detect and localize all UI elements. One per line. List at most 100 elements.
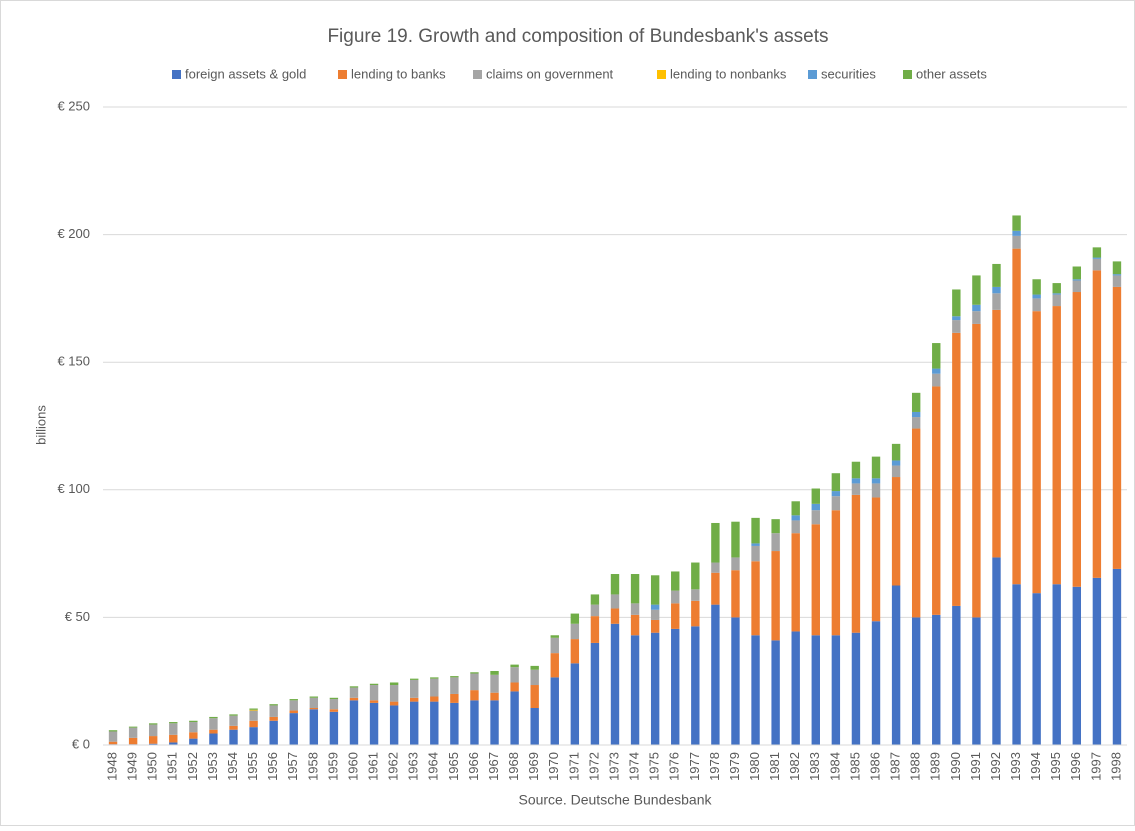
bar-segment: [189, 732, 198, 739]
bar-segment: [209, 733, 218, 745]
bar-segment: [490, 692, 499, 701]
x-tick-label: 1968: [506, 752, 521, 781]
bar-segment: [831, 635, 841, 745]
bar-segment: [831, 496, 841, 511]
bar-segment: [410, 697, 419, 702]
x-tick-label: 1971: [566, 752, 581, 781]
bar-segment: [450, 677, 459, 694]
bar-segment: [590, 604, 600, 617]
bar-segment: [650, 575, 660, 605]
bar-segment: [530, 707, 539, 745]
bar-segment: [671, 590, 680, 604]
bar-segment: [871, 478, 881, 484]
bar-segment: [851, 632, 861, 745]
bar-segment: [711, 522, 720, 563]
bar-segment: [229, 725, 238, 730]
x-tick-label: 1986: [867, 752, 882, 781]
bar-segment: [369, 702, 379, 745]
legend-swatch: [172, 70, 181, 79]
bar-segment: [249, 727, 258, 745]
bar-segment: [1012, 215, 1021, 231]
bar-segment: [1112, 286, 1122, 569]
bar-segment: [329, 709, 339, 712]
x-tick-label: 1951: [165, 752, 180, 781]
bar-segment: [1112, 275, 1122, 287]
bar-segment: [711, 572, 720, 605]
bar-segment: [148, 743, 158, 745]
bar-segment: [470, 672, 479, 674]
y-tick-label: € 150: [57, 354, 90, 369]
bar-segment: [329, 699, 339, 710]
bar-segment: [169, 723, 178, 735]
bar-segment: [952, 320, 961, 333]
bar-segment: [731, 521, 740, 558]
bar-segment: [590, 642, 600, 745]
bar-segment: [1072, 280, 1082, 293]
bar-segment: [209, 716, 218, 719]
bar-segment: [751, 543, 760, 546]
bar-segment: [229, 714, 238, 716]
bar-segment: [791, 533, 800, 632]
bar-segment: [891, 465, 901, 478]
bar-segment: [349, 686, 359, 688]
bar-segment: [410, 678, 419, 680]
legend-label: securities: [821, 66, 876, 81]
bar-segment: [751, 517, 760, 544]
bar-segment: [771, 519, 780, 534]
bar-segment: [209, 718, 218, 730]
bar-segment: [871, 497, 881, 622]
bar-segment: [470, 700, 479, 745]
bar-segment: [691, 600, 700, 627]
x-tick-label: 1966: [466, 752, 481, 781]
bar-segment: [952, 605, 961, 745]
x-tick-label: 1958: [305, 752, 320, 781]
bar-segment: [128, 727, 138, 738]
bar-segment: [911, 617, 921, 745]
bar-segment: [831, 510, 841, 636]
bar-segment: [771, 551, 780, 641]
x-tick-label: 1954: [225, 752, 240, 781]
bar-segment: [309, 697, 319, 708]
bar-segment: [791, 631, 800, 745]
x-tick-label: 1955: [245, 752, 260, 781]
bar-segment: [329, 711, 339, 745]
bar-segment: [389, 701, 399, 706]
x-tick-label: 1989: [928, 752, 943, 781]
bar-segment: [992, 293, 1001, 310]
bar-segment: [1052, 293, 1061, 295]
bar-segment: [530, 665, 539, 670]
bar-segment: [751, 561, 760, 636]
bar-segment: [450, 693, 459, 703]
x-tick-label: 1961: [365, 752, 380, 781]
bar-segment: [108, 741, 118, 745]
bar-segment: [430, 677, 439, 679]
bar-segment: [811, 488, 820, 504]
bar-segment: [450, 702, 459, 745]
bar-segment: [731, 617, 740, 745]
bar-segment: [1072, 279, 1082, 281]
bar-segment: [1012, 235, 1021, 249]
bar-segment: [771, 533, 780, 552]
bar-segment: [1052, 283, 1061, 294]
bar-segment: [189, 722, 198, 733]
bar-segment: [932, 614, 941, 745]
bar-segment: [249, 709, 258, 711]
bar-segment: [992, 557, 1001, 745]
source-note: Source. Deutsche Bundesbank: [518, 792, 712, 808]
bar-segment: [510, 682, 519, 692]
bar-segment: [249, 710, 258, 721]
bar-segment: [1072, 586, 1082, 745]
bar-segment: [831, 491, 841, 497]
bar-segment: [630, 603, 640, 615]
bar-segment: [1012, 584, 1021, 745]
bar-segment: [1072, 292, 1082, 587]
bar-segment: [108, 731, 118, 742]
bar-segment: [972, 304, 981, 312]
bar-segment: [691, 562, 700, 590]
x-tick-label: 1984: [827, 752, 842, 781]
bar-segment: [972, 275, 981, 305]
bar-segment: [811, 510, 820, 525]
bar-segment: [570, 663, 580, 745]
bar-segment: [349, 697, 359, 701]
bar-segment: [911, 411, 921, 418]
